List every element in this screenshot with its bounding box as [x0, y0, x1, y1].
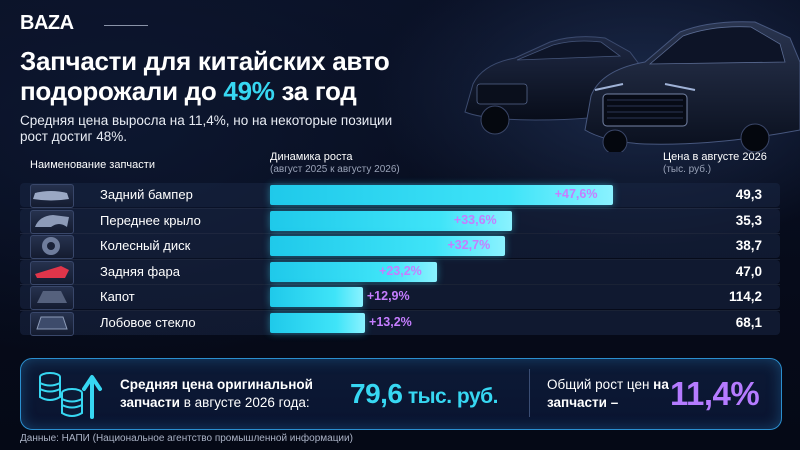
avg-label-rest: в августе 2026 года: — [179, 395, 310, 410]
header-price-sub: (тыс. руб.) — [663, 164, 712, 175]
growth-bar — [270, 312, 365, 333]
part-name: Капот — [100, 289, 135, 304]
title-prefix: подорожали до — [20, 76, 224, 106]
growth-bar-label: +12,9% — [366, 289, 410, 303]
growth-value: 11,4% — [670, 375, 760, 412]
avg-value-number: 79,6 — [350, 378, 403, 409]
avg-label-bold: Средняя цена оригинальной запчасти — [120, 377, 313, 410]
table-row — [20, 285, 780, 309]
row-separator — [20, 233, 780, 234]
hood-icon — [30, 286, 74, 310]
bumper-icon — [30, 184, 74, 208]
header-part: Наименование запчасти — [30, 159, 155, 171]
table-row — [20, 310, 780, 335]
part-name: Колесный диск — [100, 238, 191, 253]
title-line-1: Запчасти для китайских авто — [20, 46, 390, 76]
price-value: 35,3 — [735, 212, 762, 228]
header-price-label: Цена в августе 2026 — [663, 151, 767, 163]
avg-value-unit: тыс. руб. — [402, 385, 499, 408]
row-separator — [20, 258, 780, 260]
growth-bar-label: +47,6% — [554, 187, 598, 201]
summary-panel — [20, 358, 782, 430]
coins-arrow-icon — [39, 372, 102, 419]
row-separator — [20, 284, 780, 285]
title-line-2: подорожали до 49% за год — [20, 76, 389, 106]
growth-label-plain: Общий рост цен — [547, 377, 654, 392]
title-suffix: за год — [274, 76, 357, 106]
header-part-label: Наименование запчасти — [30, 159, 155, 171]
growth-bar — [270, 185, 613, 205]
avg-price-label: Средняя цена оригинальной запчасти в авг… — [120, 376, 345, 412]
part-name: Лобовое стекло — [100, 314, 196, 330]
price-value: 68,1 — [735, 314, 762, 330]
growth-label-bold: на запчасти – — [547, 377, 669, 410]
summary-divider — [529, 369, 530, 417]
cars-illustration — [464, 21, 800, 152]
growth-bar — [270, 261, 437, 282]
part-name: Задний бампер — [100, 187, 193, 202]
title-highlight: 49% — [223, 76, 275, 106]
price-value: 47,0 — [735, 263, 762, 279]
row-separator — [20, 309, 780, 311]
subtitle: Средняя цена выросла на 11,4%, но на нек… — [20, 113, 393, 144]
source-note: Данные: НАПИ (Национальное агентство про… — [20, 433, 353, 444]
growth-bar — [270, 287, 363, 307]
brand-logo: BAZA — [20, 12, 74, 34]
price-value: 49,3 — [735, 187, 762, 202]
row-separator — [20, 207, 780, 209]
header-growth: Динамика роста (август 2025 к августу 20… — [270, 151, 400, 175]
growth-bar-label: +32,7% — [447, 238, 491, 252]
growth-bar-label: +23,2% — [379, 263, 422, 278]
page-title: Запчасти для китайских авто подорожали д… — [20, 46, 390, 106]
growth-bar — [270, 210, 512, 231]
fender-icon — [30, 209, 74, 234]
taillight-icon — [30, 260, 74, 285]
header-price: Цена в августе 2026 (тыс. руб.) — [663, 151, 767, 175]
growth-bar — [270, 236, 506, 256]
wheel-icon — [30, 235, 74, 259]
price-value: 114,2 — [728, 289, 762, 304]
part-name: Переднее крыло — [100, 212, 201, 228]
growth-bar-label: +13,2% — [369, 314, 412, 329]
windshield-icon — [30, 311, 74, 336]
price-value: 38,7 — [735, 238, 762, 253]
header-growth-sub: (август 2025 к августу 2026) — [270, 164, 400, 175]
avg-price-value: 79,6 тыс. руб. — [350, 378, 498, 410]
logo-divider — [104, 25, 148, 26]
growth-label: Общий рост цен на запчасти – — [547, 376, 672, 412]
header-growth-label: Динамика роста — [270, 151, 353, 163]
part-name: Задняя фара — [100, 263, 180, 279]
growth-bar-label: +33,6% — [453, 212, 497, 227]
